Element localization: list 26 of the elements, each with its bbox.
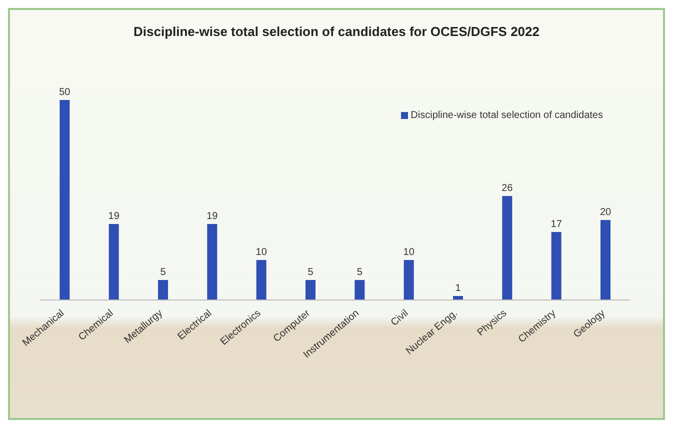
bar	[158, 280, 168, 300]
data-label: 5	[160, 267, 166, 278]
data-label: 17	[550, 219, 562, 230]
bar	[551, 232, 562, 300]
data-label: 19	[206, 211, 218, 222]
bar	[502, 196, 512, 300]
bar	[60, 100, 70, 300]
x-tick-label: Civil	[389, 308, 411, 328]
data-label: 5	[356, 267, 363, 278]
data-label: 1	[455, 283, 462, 294]
data-label: 5	[308, 267, 314, 278]
bar	[354, 280, 365, 300]
bar	[256, 260, 266, 300]
data-label: 20	[600, 207, 612, 218]
legend-label: Discipline-wise total selection of candidates	[410, 110, 603, 121]
data-label: 10	[256, 247, 268, 258]
data-label: 10	[403, 247, 415, 258]
data-label: 26	[502, 183, 514, 194]
chart-title: Discipline-wise total selection of candidates for OCES/DGFS 2022	[132, 24, 540, 39]
bar	[306, 280, 316, 300]
bar	[404, 260, 414, 300]
data-label: 50	[59, 87, 71, 98]
bar	[207, 224, 218, 300]
data-label: 19	[108, 211, 120, 222]
bar	[600, 220, 610, 300]
bar	[108, 224, 119, 300]
